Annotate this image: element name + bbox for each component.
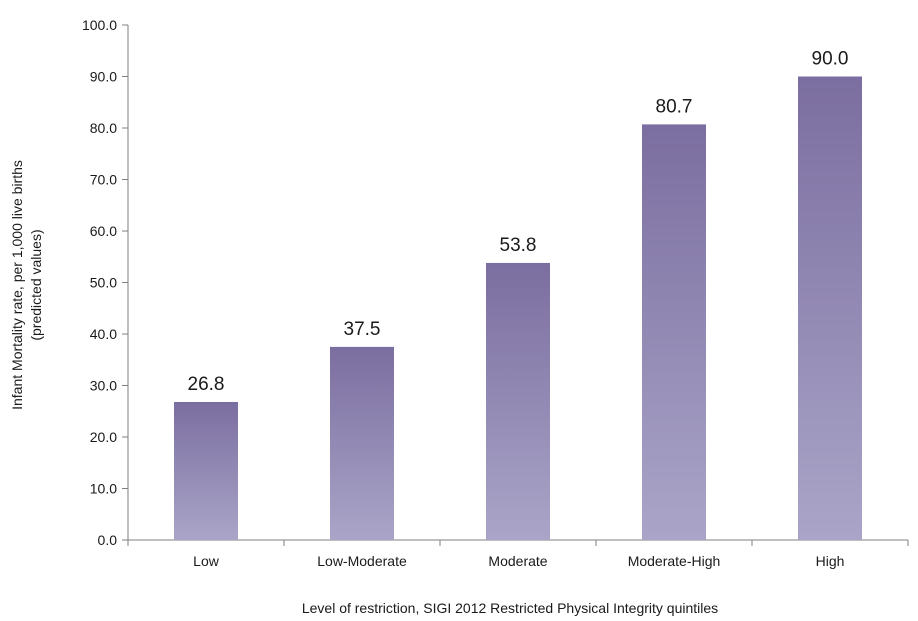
bar-value-label: 26.8 [188, 374, 225, 395]
x-category-label: Moderate-High [628, 553, 721, 569]
y-tick-label: 90.0 [90, 69, 117, 85]
bar [798, 76, 862, 540]
bar-value-label: 80.7 [656, 96, 693, 117]
x-category-label: High [816, 553, 845, 569]
y-tick-label: 100.0 [82, 17, 117, 33]
x-category-label: Low [193, 553, 220, 569]
x-axis-title: Level of restriction, SIGI 2012 Restrict… [302, 600, 718, 616]
bars [174, 76, 862, 541]
y-axis-title-line-1: Infant Mortality rate, per 1,000 live bi… [9, 160, 25, 410]
x-axis: Low Low-Moderate Moderate Moderate-High High [127, 539, 909, 569]
y-axis: 0.0 10.0 20.0 30.0 40.0 50.0 60.0 70.0 80.0 90.0 1… [82, 17, 129, 548]
bar [330, 346, 394, 540]
x-category-label: Low-Moderate [317, 553, 407, 569]
bar [486, 262, 550, 540]
data-labels: 26.8 37.5 53.8 80.7 90.0 [188, 49, 849, 395]
y-tick-label: 0.0 [98, 532, 118, 548]
y-tick-label: 10.0 [90, 481, 117, 497]
bar-value-label: 53.8 [500, 235, 537, 256]
bar-value-label: 37.5 [344, 319, 381, 340]
bar [174, 401, 238, 540]
y-tick-label: 80.0 [90, 120, 117, 136]
y-tick-label: 60.0 [90, 223, 117, 239]
y-tick-label: 30.0 [90, 378, 117, 394]
bar [642, 124, 706, 541]
x-category-label: Moderate [488, 553, 547, 569]
y-tick-label: 50.0 [90, 275, 117, 291]
y-tick-label: 70.0 [90, 172, 117, 188]
y-axis-title-line-2: (predicted values) [28, 229, 44, 340]
y-tick-label: 20.0 [90, 429, 117, 445]
bar-value-label: 90.0 [812, 49, 849, 70]
y-tick-label: 40.0 [90, 326, 117, 342]
